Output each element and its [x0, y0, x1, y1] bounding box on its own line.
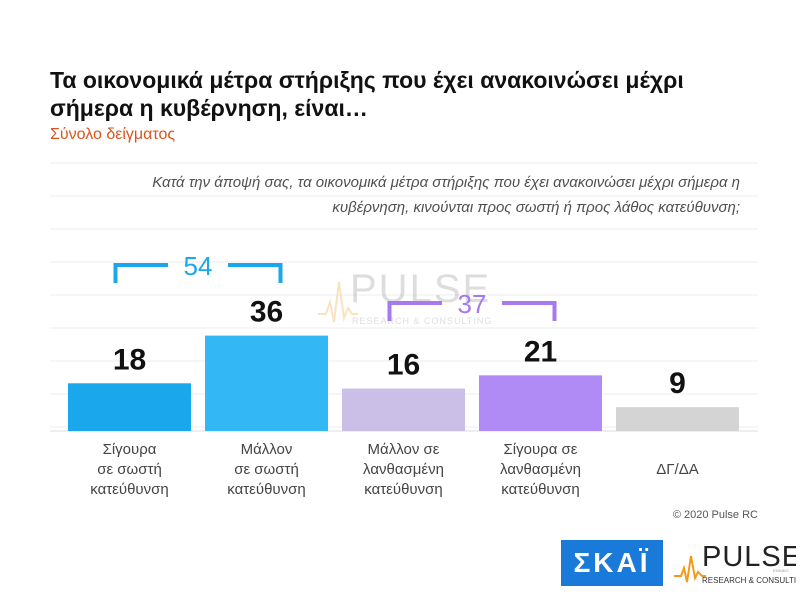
category-label: Μάλλον σε: [368, 441, 440, 458]
category-label: Σίγουρα: [103, 441, 157, 458]
pulse-logo-text: PULSE: [702, 541, 796, 573]
chart-subtitle: Σύνολο δείγματος: [50, 126, 176, 143]
bar-value-label: 21: [524, 335, 557, 368]
category-label: κατεύθυνση: [90, 481, 168, 498]
watermark-wave-icon: [318, 281, 358, 323]
bracket-sum-label: 54: [184, 251, 213, 281]
skai-logo: ΣΚΑΪ: [561, 540, 663, 586]
bar-value-label: 18: [113, 343, 146, 376]
category-label: Μάλλον: [241, 441, 293, 458]
chart-title: Τα οικονομικά μέτρα στήριξης που έχει αν…: [50, 67, 684, 121]
category-label: Σίγουρα σε: [504, 441, 578, 458]
survey-question: Κατά την άποψή σας, τα οικονομικά μέτρα …: [152, 174, 740, 216]
copyright-note: © 2020 Pulse RC: [672, 509, 758, 521]
bar-value-label: 9: [669, 367, 686, 400]
category-label: κατεύθυνση: [227, 481, 305, 498]
category-label: λανθασμένη: [500, 461, 581, 478]
bar: [205, 335, 328, 431]
category-label: κατεύθυνση: [364, 481, 442, 498]
watermark-subtext: RESEARCH & CONSULTING: [352, 316, 492, 326]
bar: [479, 375, 602, 431]
category-label: σε σωστή: [97, 461, 162, 478]
bar: [616, 407, 739, 431]
pulse-logo-subtext: RESEARCH & CONSULTING: [702, 576, 796, 585]
pulse-logo-tiny-text: ΕΘΝΙΚΟ: [773, 568, 788, 573]
bracket-line: [387, 301, 557, 321]
bar-value-label: 36: [250, 296, 283, 329]
bar-value-label: 16: [387, 349, 420, 382]
category-label: σε σωστή: [234, 461, 299, 478]
bar: [68, 383, 191, 431]
bracket-line: [113, 263, 283, 283]
category-label: λανθασμένη: [363, 461, 444, 478]
category-label: ΔΓ/ΔΑ: [656, 461, 698, 478]
bar: [342, 388, 465, 431]
pulse-logo: PULSE ΕΘΝΙΚΟ RESEARCH & CONSULTING: [674, 541, 796, 585]
category-label: κατεύθυνση: [501, 481, 579, 498]
pulse-wave-icon: [674, 555, 706, 583]
bracket-sum-label: 37: [458, 289, 487, 319]
